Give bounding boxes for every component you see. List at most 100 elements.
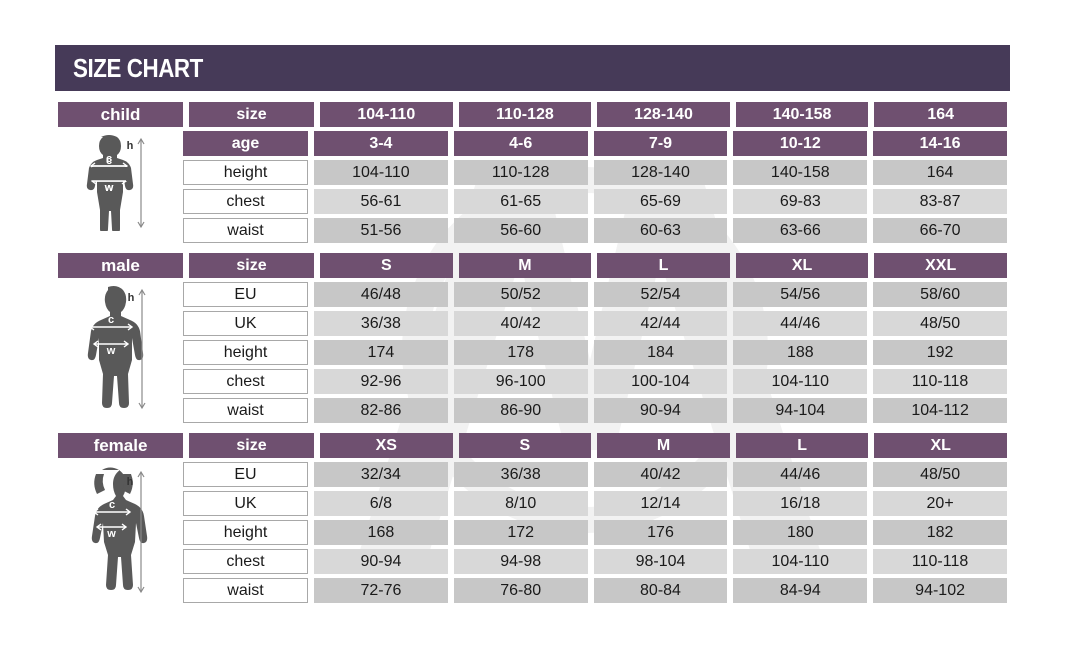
- svg-text:c: c: [105, 153, 111, 165]
- table-row: age 3-4 4-6 7-9 10-12 14-16: [180, 129, 1010, 158]
- column-header-5: XXL: [874, 253, 1007, 278]
- column-header-4: XL: [735, 253, 869, 278]
- cell-UK-4: 44/46: [733, 311, 868, 336]
- table-row: height 104-110 110-128 128-140 140-158 164: [180, 158, 1010, 187]
- table-row: waist 51-56 56-60 60-63 63-66 66-70: [180, 216, 1010, 245]
- section-body-child: h c w c w age 3-4 4-6 7-9 10-12 14-16 height 10…: [55, 129, 1010, 245]
- cell-UK-2: 40/42: [453, 311, 588, 336]
- svg-text:c: c: [105, 155, 111, 167]
- cell-waist-4: 94-104: [733, 398, 868, 423]
- column-header-1: XS: [320, 433, 453, 458]
- svg-text:h: h: [127, 292, 134, 304]
- cell-EU-4: 44/46: [733, 462, 868, 487]
- cell-waist-2: 76-80: [453, 578, 588, 603]
- row-header-size: size: [189, 102, 314, 127]
- cell-height-2: 110-128: [453, 160, 588, 185]
- column-header-1: S: [320, 253, 453, 278]
- cell-UK-2: 8/10: [453, 491, 588, 516]
- cell-chest-4: 104-110: [733, 549, 868, 574]
- svg-text:h: h: [126, 140, 133, 152]
- cell-chest-5: 110-118: [873, 369, 1007, 394]
- group-label-child: child: [58, 102, 183, 127]
- size-table: child size 104-110 110-128 128-140 140-158 164…: [55, 100, 1010, 605]
- table-row: UK 6/8 8/10 12/14 16/18 20+: [180, 489, 1010, 518]
- section-rows-female: EU 32/34 36/38 40/42 44/46 48/50 UK 6/8 8/10 12/1…: [180, 460, 1010, 605]
- column-subheader-4: 10-12: [733, 131, 868, 156]
- table-row: chest 92-96 96-100 100-104 104-110 110-118: [180, 367, 1010, 396]
- column-header-5: 164: [874, 102, 1007, 127]
- table-row: waist 82-86 86-90 90-94 94-104 104-112: [180, 396, 1010, 425]
- cell-UK-3: 42/44: [593, 311, 728, 336]
- cell-UK-1: 36/38: [314, 311, 448, 336]
- svg-text:h: h: [126, 476, 133, 488]
- row-header-size: size: [189, 253, 314, 278]
- svg-text:w: w: [106, 528, 116, 540]
- table-row: waist 72-76 76-80 80-84 84-94 94-102: [180, 576, 1010, 605]
- column-header-4: 140-158: [735, 102, 869, 127]
- row-label-waist: waist: [183, 578, 308, 603]
- cell-height-3: 128-140: [593, 160, 728, 185]
- column-header-2: 110-128: [458, 102, 592, 127]
- table-row: female size XS S M L XL: [55, 431, 1010, 460]
- cell-height-1: 174: [314, 340, 448, 365]
- row-label-height: height: [183, 160, 308, 185]
- cell-EU-5: 58/60: [873, 282, 1007, 307]
- section-body-female: h c w EU 32/34 36/38 40/42 44/46 48/50 UK 6/8 8/…: [55, 460, 1010, 605]
- cell-waist-2: 86-90: [453, 398, 588, 423]
- chart-title-bar: SIZE CHART: [55, 45, 1010, 91]
- column-header-5: XL: [874, 433, 1007, 458]
- cell-height-5: 192: [873, 340, 1007, 365]
- cell-EU-1: 46/48: [314, 282, 448, 307]
- cell-EU-2: 50/52: [453, 282, 588, 307]
- cell-height-1: 104-110: [314, 160, 448, 185]
- cell-waist-4: 63-66: [733, 218, 868, 243]
- cell-chest-2: 61-65: [453, 189, 588, 214]
- cell-height-1: 168: [314, 520, 448, 545]
- row-label-chest: chest: [183, 189, 308, 214]
- cell-chest-5: 83-87: [873, 189, 1007, 214]
- cell-EU-4: 54/56: [733, 282, 868, 307]
- column-subheader-5: 14-16: [873, 131, 1007, 156]
- cell-waist-3: 90-94: [593, 398, 728, 423]
- table-row: EU 46/48 50/52 52/54 54/56 58/60: [180, 280, 1010, 309]
- cell-chest-1: 56-61: [314, 189, 448, 214]
- row-label-chest: chest: [183, 549, 308, 574]
- cell-waist-1: 72-76: [314, 578, 448, 603]
- column-header-1: 104-110: [320, 102, 453, 127]
- cell-UK-5: 48/50: [873, 311, 1007, 336]
- cell-UK-4: 16/18: [733, 491, 868, 516]
- column-subheader-2: 4-6: [453, 131, 588, 156]
- page-title: SIZE CHART: [73, 52, 203, 83]
- cell-waist-3: 60-63: [593, 218, 728, 243]
- row-label-chest: chest: [183, 369, 308, 394]
- cell-waist-2: 56-60: [453, 218, 588, 243]
- cell-waist-1: 51-56: [314, 218, 448, 243]
- table-row: child size 104-110 110-128 128-140 140-158 164: [55, 100, 1010, 129]
- row-label-UK: UK: [183, 491, 308, 516]
- cell-UK-3: 12/14: [593, 491, 728, 516]
- cell-chest-2: 94-98: [453, 549, 588, 574]
- column-subheader-1: 3-4: [314, 131, 448, 156]
- row-label-waist: waist: [183, 398, 308, 423]
- table-row: UK 36/38 40/42 42/44 44/46 48/50: [180, 309, 1010, 338]
- size-section-male: male size S M L XL XXL h c w EU 46/48 50/52 52/54…: [55, 251, 1010, 425]
- section-body-male: h c w EU 46/48 50/52 52/54 54/56 58/60 UK 36/38…: [55, 280, 1010, 425]
- group-label-female: female: [58, 433, 183, 458]
- size-section-child: child size 104-110 110-128 128-140 140-158 164…: [55, 100, 1010, 245]
- svg-text:w: w: [105, 345, 115, 357]
- column-header-2: S: [458, 433, 592, 458]
- column-header-3: 128-140: [597, 102, 730, 127]
- table-row: chest 56-61 61-65 65-69 69-83 83-87: [180, 187, 1010, 216]
- cell-waist-5: 94-102: [873, 578, 1007, 603]
- column-header-4: L: [735, 433, 869, 458]
- cell-chest-1: 92-96: [314, 369, 448, 394]
- cell-waist-5: 66-70: [873, 218, 1007, 243]
- cell-height-5: 164: [873, 160, 1007, 185]
- child-silhouette-icon: h c w c w: [55, 129, 180, 245]
- size-section-female: female size XS S M L XL h c w EU 32/34 36/38 40/4…: [55, 431, 1010, 605]
- cell-EU-3: 40/42: [593, 462, 728, 487]
- female-silhouette-icon: h c w: [55, 460, 180, 605]
- svg-text:c: c: [108, 499, 114, 511]
- cell-UK-5: 20+: [873, 491, 1007, 516]
